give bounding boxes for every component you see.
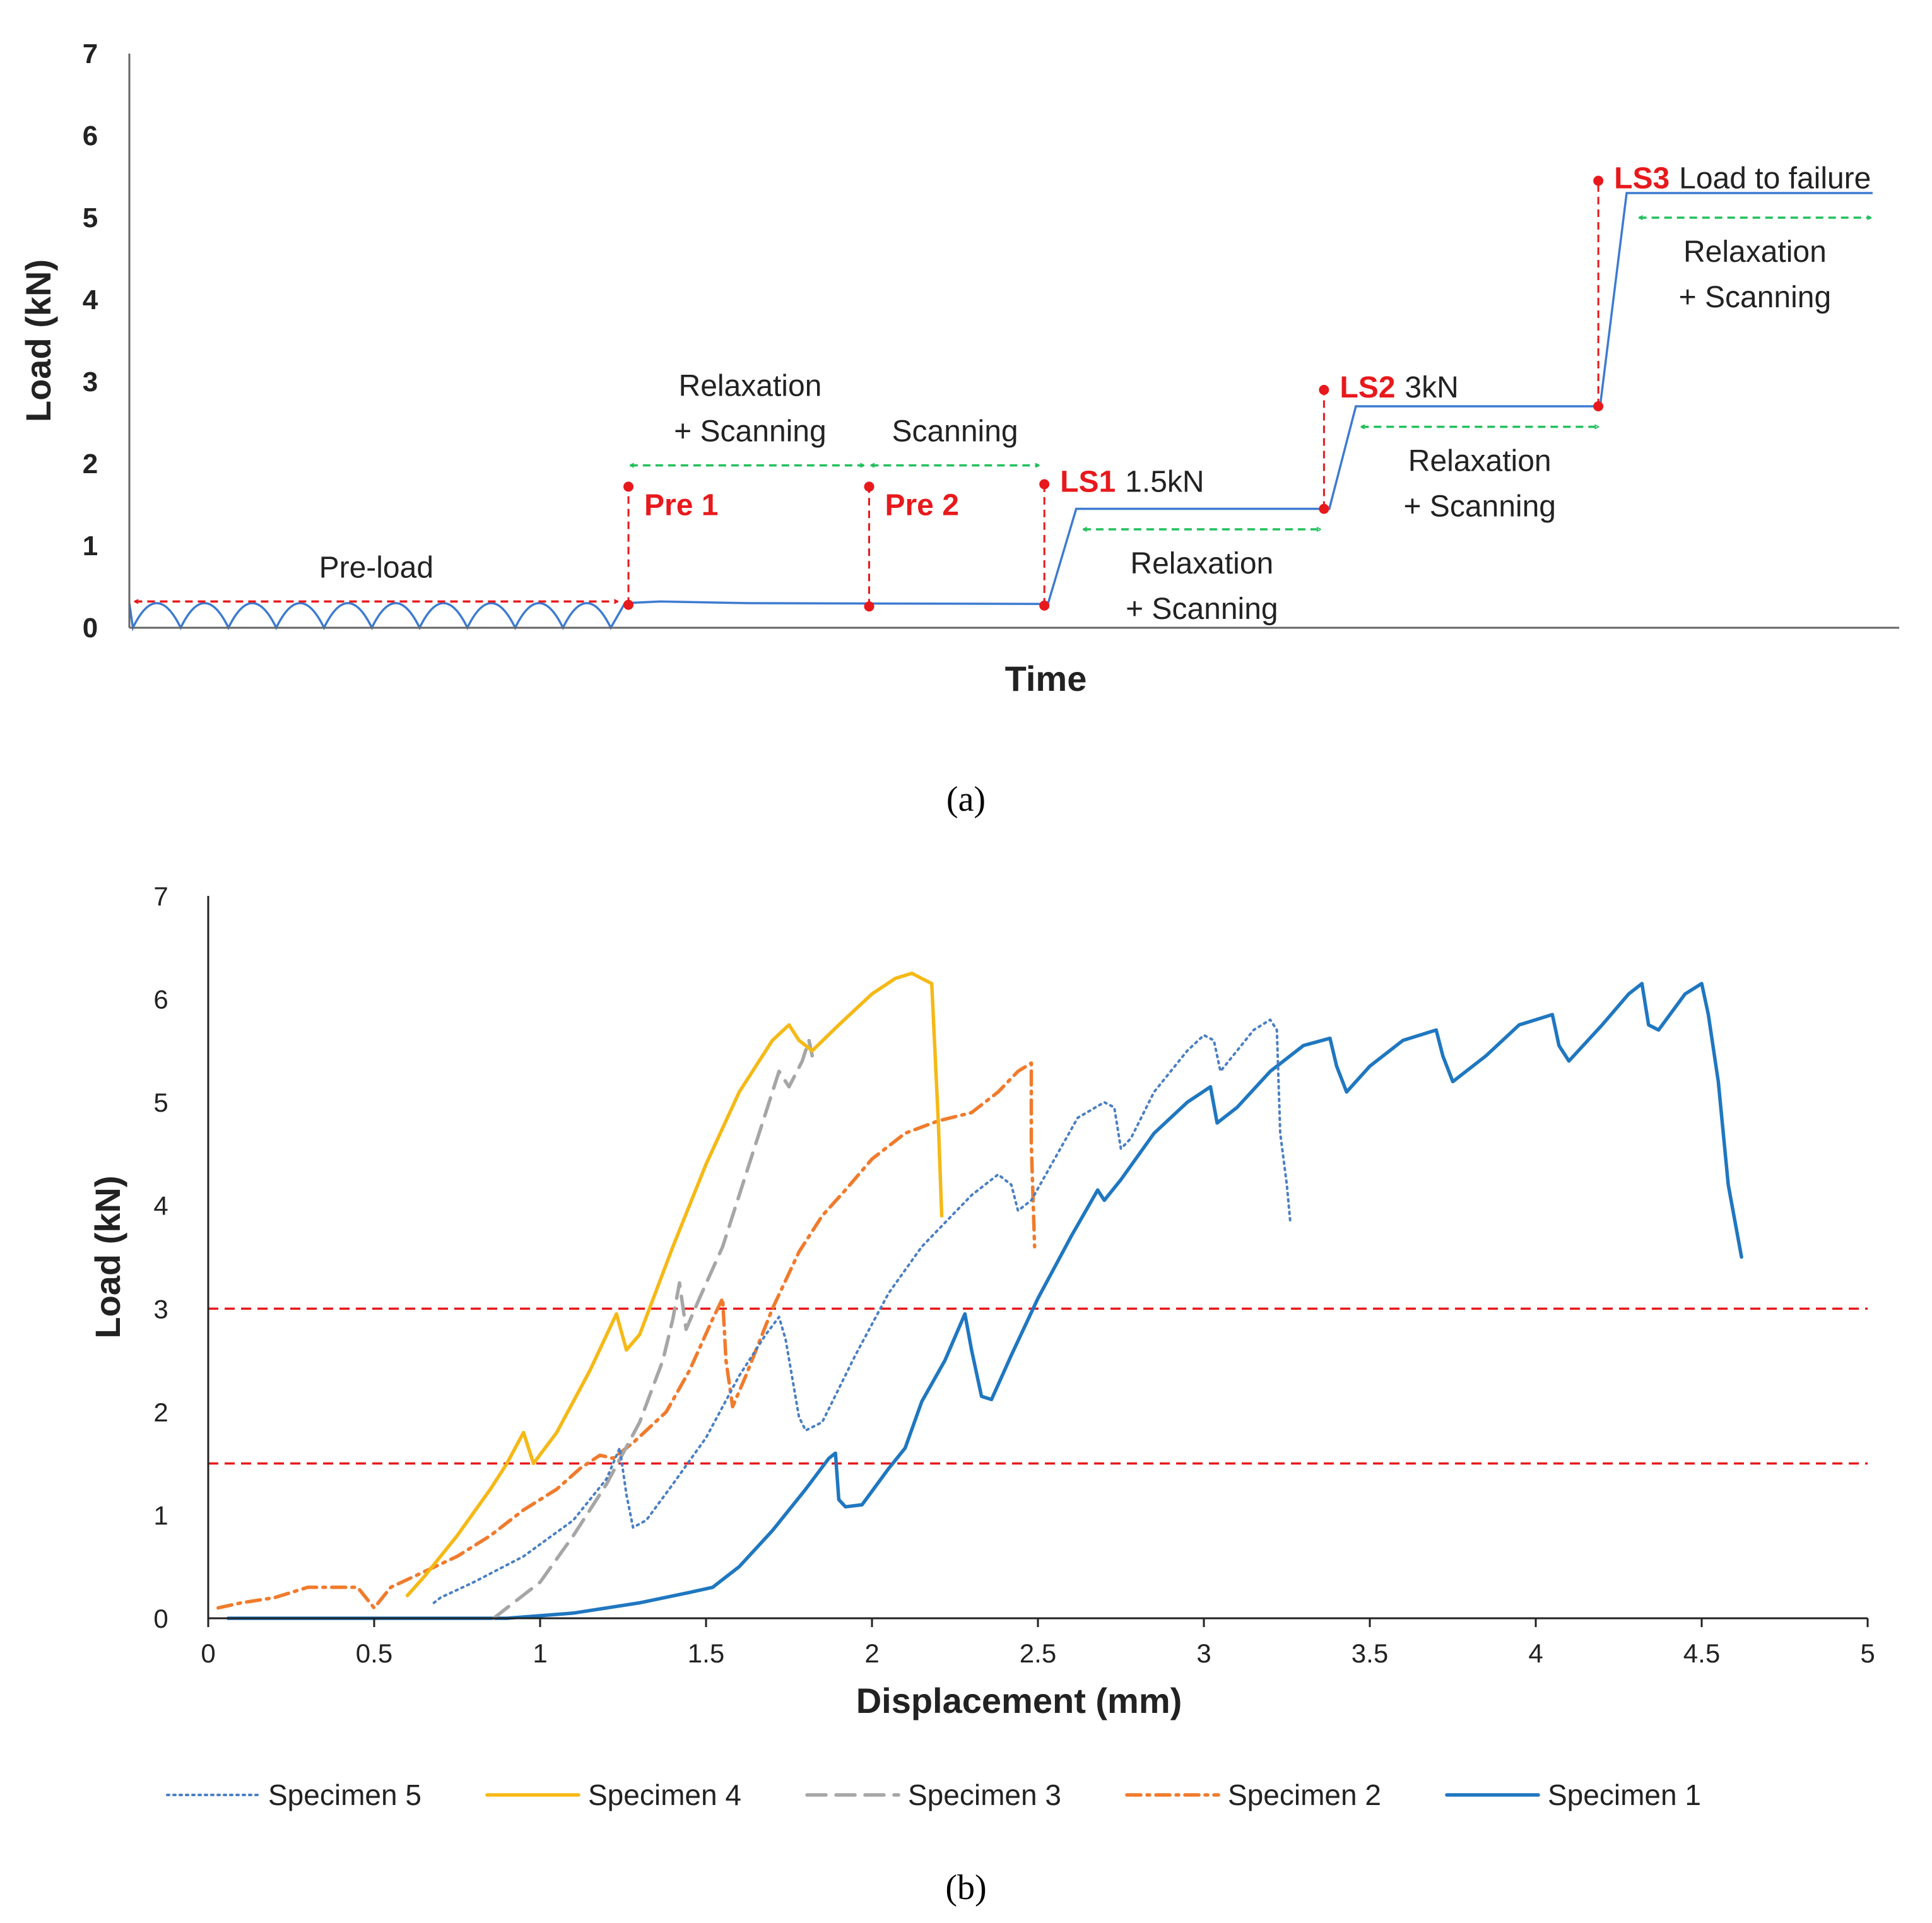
y-tick-label: 2 bbox=[153, 1397, 168, 1427]
marker-dot-top bbox=[623, 481, 634, 492]
marker-value-label: 3kN bbox=[1405, 371, 1458, 404]
phase-label: Scanning bbox=[892, 415, 1018, 449]
marker-dot-top bbox=[864, 481, 875, 492]
marker-value-label: Load to failure bbox=[1679, 162, 1871, 196]
x-axis-title: Displacement (mm) bbox=[856, 1681, 1182, 1720]
marker-dot-bottom bbox=[864, 601, 875, 612]
marker-label: Pre 2 bbox=[885, 488, 958, 522]
y-axis-title: Load (kN) bbox=[88, 1175, 127, 1338]
panel-b-chart: 0 0.5 1 1.5 2 2.5 3 3.5 4 4.5 5 0 1 2 3 4 5 6 7 Displacemen… bbox=[88, 881, 1875, 1811]
marker-dot-top bbox=[1319, 385, 1329, 395]
series-line-specimen-3 bbox=[492, 1038, 815, 1620]
phase-label: + Scanning bbox=[1679, 281, 1832, 314]
x-tick-label: 3 bbox=[1196, 1638, 1211, 1668]
marker-label: LS3 bbox=[1614, 162, 1670, 196]
phase-label: Relaxation bbox=[1408, 445, 1552, 478]
series-line-specimen-4 bbox=[405, 971, 944, 1597]
marker-dot-top bbox=[1593, 175, 1604, 186]
panel-b-caption: (b) bbox=[945, 1868, 986, 1907]
legend-label: Specimen 2 bbox=[1228, 1779, 1381, 1811]
phase-label: + Scanning bbox=[674, 415, 827, 449]
series-line-specimen-1 bbox=[226, 982, 1743, 1620]
marker-label: Pre 1 bbox=[644, 488, 718, 522]
y-tick-label: 2 bbox=[83, 449, 98, 479]
y-tick-label: 3 bbox=[83, 367, 98, 397]
legend-label: Specimen 4 bbox=[588, 1779, 741, 1811]
x-tick-label: 2.5 bbox=[1020, 1638, 1056, 1668]
y-tick-label: 0 bbox=[153, 1604, 168, 1633]
series-line-specimen-5 bbox=[432, 1018, 1292, 1604]
panel-a-chart: Pre 1 Pre 2 LS1 1.5kN LS2 3kN LS3 Load to failu… bbox=[18, 38, 1899, 698]
marker-label: LS2 bbox=[1340, 371, 1395, 404]
y-tick-label: 5 bbox=[83, 203, 98, 233]
y-tick-label: 7 bbox=[153, 881, 168, 911]
y-axis-title: Load (kN) bbox=[18, 259, 58, 422]
y-tick-label: 0 bbox=[83, 613, 98, 644]
x-tick-label: 4.5 bbox=[1683, 1638, 1720, 1668]
y-tick-label: 6 bbox=[83, 121, 98, 151]
x-tick-label: 1.5 bbox=[688, 1638, 724, 1668]
y-tick-label: 1 bbox=[153, 1500, 168, 1530]
marker-dot-bottom bbox=[1319, 503, 1329, 514]
phase-label: Relaxation bbox=[679, 370, 822, 403]
phase-label: + Scanning bbox=[1403, 490, 1556, 524]
y-tick-label: 5 bbox=[153, 1088, 168, 1117]
phase-label: Relaxation bbox=[1683, 235, 1827, 269]
phase-label: Relaxation bbox=[1130, 547, 1273, 580]
marker-dot-bottom bbox=[623, 599, 634, 610]
y-tick-label: 4 bbox=[83, 285, 98, 315]
y-tick-label: 1 bbox=[83, 531, 98, 562]
marker-dot-top bbox=[1039, 479, 1050, 490]
phase-label: Pre-load bbox=[319, 551, 433, 584]
y-tick-label: 3 bbox=[153, 1294, 168, 1324]
x-tick-label: 5 bbox=[1860, 1638, 1875, 1668]
x-tick-label: 1 bbox=[533, 1638, 547, 1668]
phase-label: + Scanning bbox=[1126, 592, 1278, 626]
marker-label: LS1 bbox=[1060, 466, 1116, 499]
x-tick-label: 4 bbox=[1528, 1638, 1543, 1668]
load-curve-line bbox=[128, 192, 1873, 632]
legend-label: Specimen 1 bbox=[1548, 1779, 1701, 1811]
y-tick-label: 7 bbox=[83, 38, 98, 69]
marker-dot-bottom bbox=[1039, 600, 1050, 611]
marker-value-label: 1.5kN bbox=[1125, 466, 1204, 499]
x-tick-label: 3.5 bbox=[1352, 1638, 1388, 1668]
y-tick-label: 6 bbox=[153, 985, 168, 1014]
x-tick-label: 2 bbox=[864, 1638, 879, 1668]
x-tick-label: 0.5 bbox=[356, 1638, 392, 1668]
panel-a-caption: (a) bbox=[946, 780, 986, 819]
marker-dot-bottom bbox=[1593, 401, 1604, 411]
series-line-specimen-2 bbox=[216, 1061, 1037, 1610]
legend-label: Specimen 3 bbox=[908, 1779, 1061, 1811]
x-tick-label: 0 bbox=[201, 1638, 215, 1668]
y-tick-label: 4 bbox=[153, 1191, 168, 1221]
x-axis-title: Time bbox=[1005, 659, 1087, 698]
legend-label: Specimen 5 bbox=[268, 1779, 421, 1811]
